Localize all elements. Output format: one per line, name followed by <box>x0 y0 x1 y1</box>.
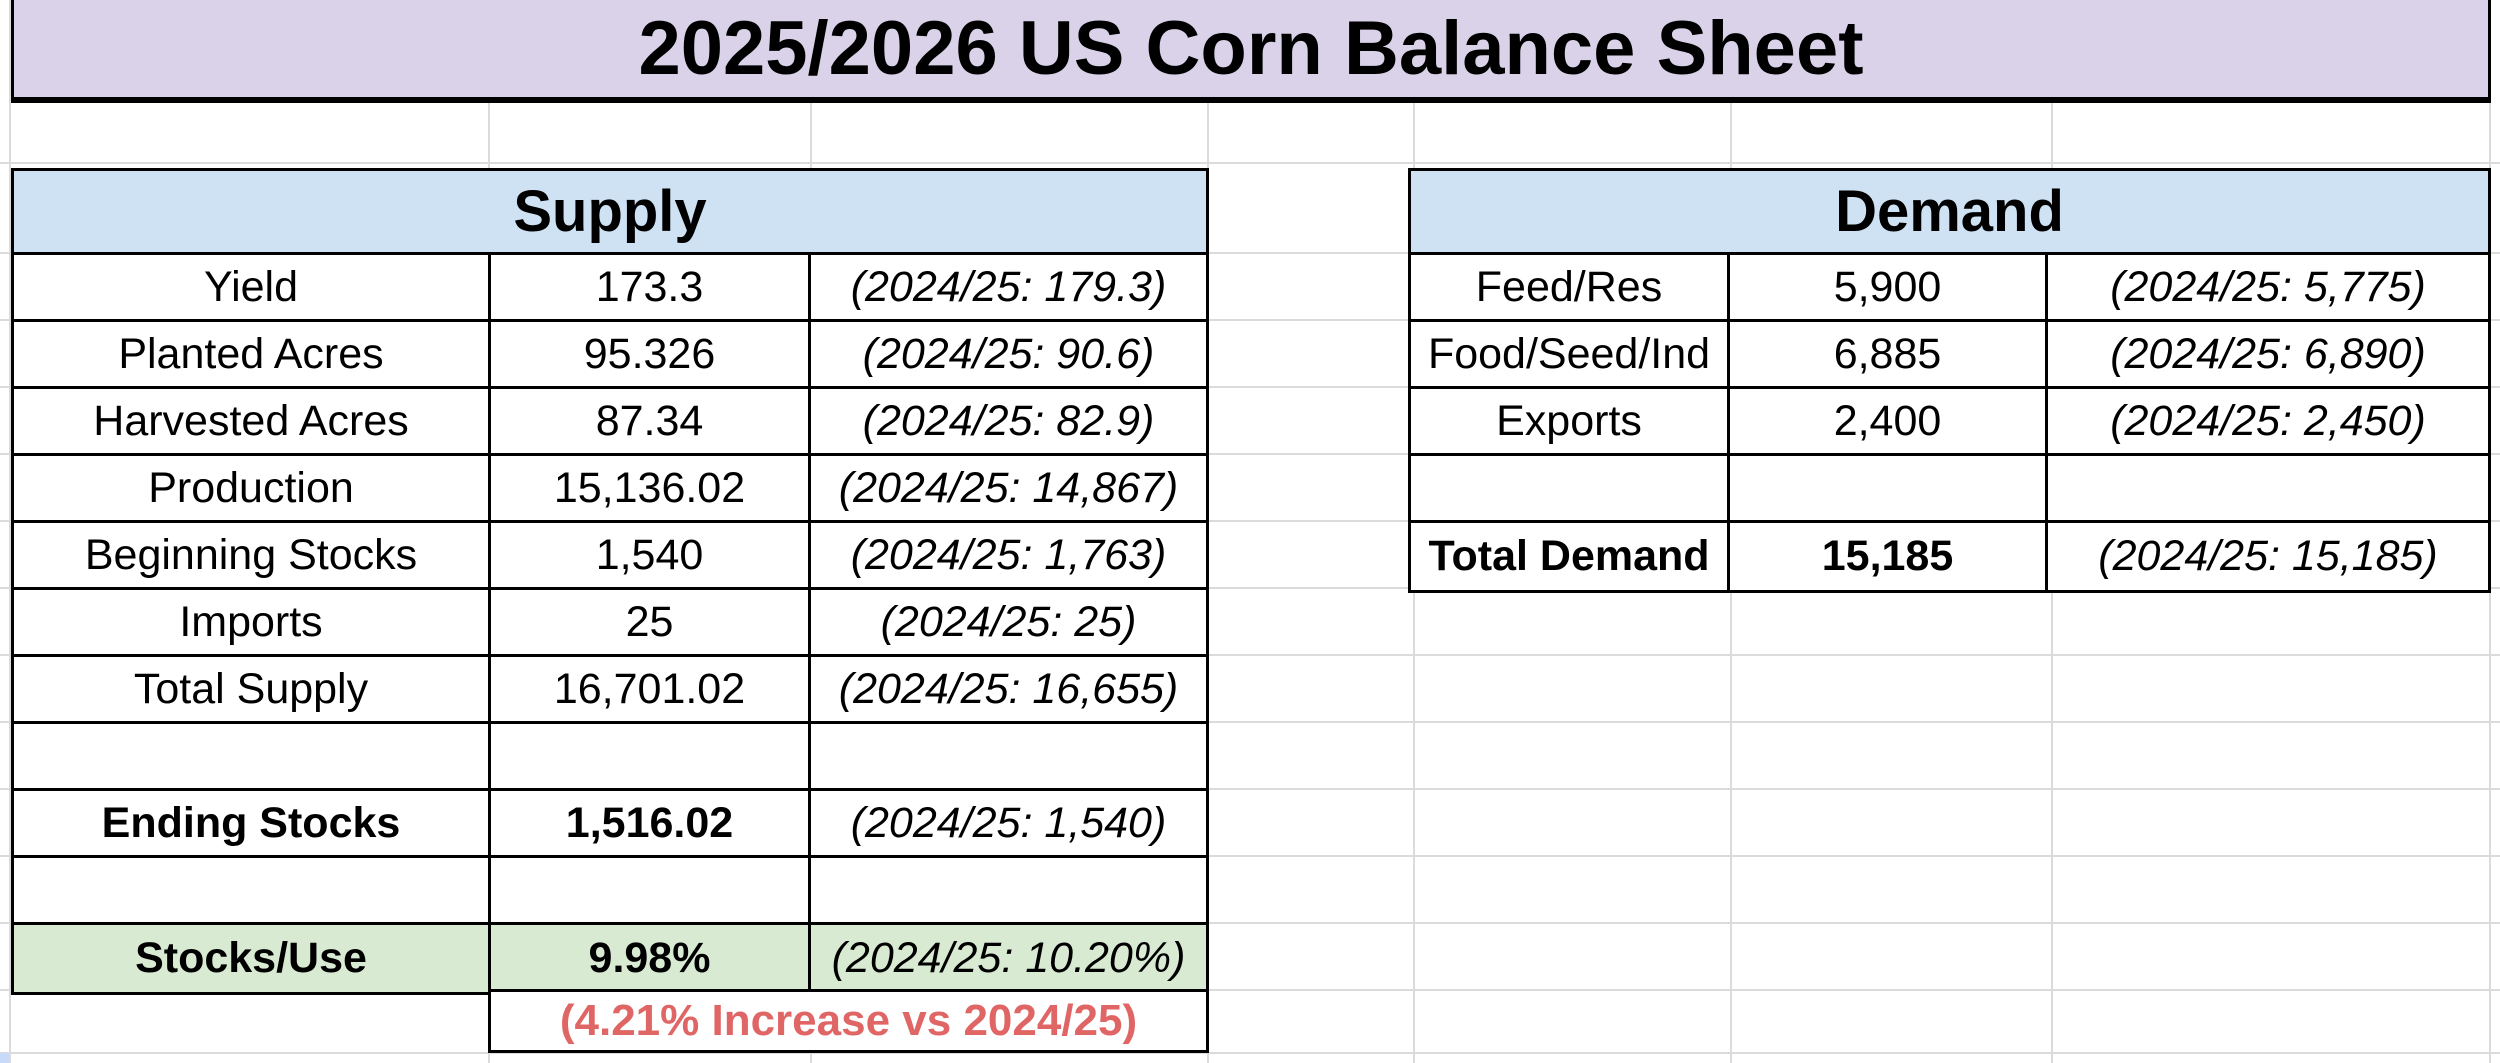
stocks-use-change-note-cell[interactable]: (4.21% Increase vs 2024/25) <box>488 989 1209 1053</box>
demand-total-demand-value-cell[interactable]: 15,185 <box>1730 523 2048 590</box>
gridline-h <box>0 252 2500 254</box>
supply-blank-row-cell[interactable] <box>491 724 811 791</box>
supply-planted-acres-prior-cell[interactable]: (2024/25: 90.6) <box>811 322 1206 389</box>
supply-blank-row-cell[interactable] <box>491 858 811 925</box>
supply-production-value-cell[interactable]: 15,136.02 <box>491 456 811 523</box>
supply-planted-acres-value-cell[interactable]: 95.326 <box>491 322 811 389</box>
gridline-h <box>0 520 2500 522</box>
gridline-h <box>0 162 2500 164</box>
supply-yield-value-cell[interactable]: 173.3 <box>491 255 811 322</box>
supply-header-cell[interactable]: Supply <box>14 171 1206 255</box>
demand-blank-row-cell[interactable] <box>1730 456 2048 523</box>
gridline-h <box>0 587 2500 589</box>
supply-ending-stocks-label-cell[interactable]: Ending Stocks <box>14 791 491 858</box>
gridline-h <box>0 855 2500 857</box>
demand-blank-row-cell[interactable] <box>2048 456 2488 523</box>
supply-production-prior-cell[interactable]: (2024/25: 14,867) <box>811 456 1206 523</box>
stocks-use-change-note: (4.21% Increase vs 2024/25) <box>559 996 1138 1045</box>
demand-blank-row-cell[interactable] <box>1411 456 1730 523</box>
supply-beginning-stocks-label-cell[interactable]: Beginning Stocks <box>14 523 491 590</box>
demand-food-seed-ind-label-cell[interactable]: Food/Seed/Ind <box>1411 322 1730 389</box>
gridline-h <box>0 721 2500 723</box>
supply-total-supply-value-cell[interactable]: 16,701.02 <box>491 657 811 724</box>
supply-beginning-stocks-value-cell[interactable]: 1,540 <box>491 523 811 590</box>
demand-food-seed-ind-value-cell[interactable]: 6,885 <box>1730 322 2048 389</box>
demand-table: Demand Feed/Res 5,900 (2024/25: 5,775) F… <box>1408 168 2491 593</box>
demand-feed-res-value-cell[interactable]: 5,900 <box>1730 255 2048 322</box>
supply-blank-row-cell[interactable] <box>811 858 1206 925</box>
sheet-title: 2025/2026 US Corn Balance Sheet <box>638 6 1864 91</box>
sheet-title-cell[interactable]: 2025/2026 US Corn Balance Sheet <box>11 0 2491 103</box>
demand-food-seed-ind-prior-cell[interactable]: (2024/25: 6,890) <box>2048 322 2488 389</box>
supply-total-supply-label-cell[interactable]: Total Supply <box>14 657 491 724</box>
supply-table: Supply Yield 173.3 (2024/25: 179.3) Plan… <box>11 168 1209 995</box>
supply-stocks-use-value-cell[interactable]: 9.98% <box>491 925 811 992</box>
supply-harvested-acres-label-cell[interactable]: Harvested Acres <box>14 389 491 456</box>
gridline-h <box>0 453 2500 455</box>
supply-stocks-use-label-cell[interactable]: Stocks/Use <box>14 925 491 992</box>
supply-total-supply-prior-cell[interactable]: (2024/25: 16,655) <box>811 657 1206 724</box>
supply-yield-label-cell[interactable]: Yield <box>14 255 491 322</box>
gridline-h <box>0 788 2500 790</box>
demand-exports-prior-cell[interactable]: (2024/25: 2,450) <box>2048 389 2488 456</box>
supply-blank-row-cell[interactable] <box>811 724 1206 791</box>
supply-blank-row-cell[interactable] <box>14 724 491 791</box>
demand-total-demand-prior-cell[interactable]: (2024/25: 15,185) <box>2098 532 2438 580</box>
demand-header-cell[interactable]: Demand <box>1411 171 2488 255</box>
gridline-h <box>0 1052 2500 1054</box>
gridline-h <box>0 989 2500 991</box>
supply-imports-prior-cell[interactable]: (2024/25: 25) <box>811 590 1206 657</box>
gridline-h <box>0 922 2500 924</box>
supply-imports-label-cell[interactable]: Imports <box>14 590 491 657</box>
supply-production-label-cell[interactable]: Production <box>14 456 491 523</box>
supply-beginning-stocks-prior-cell[interactable]: (2024/25: 1,763) <box>811 523 1206 590</box>
corner-partial-cell <box>0 1053 9 1063</box>
gridline-h <box>0 654 2500 656</box>
gridline-v <box>9 0 11 1063</box>
demand-exports-label-cell[interactable]: Exports <box>1411 389 1730 456</box>
gridline-h <box>0 386 2500 388</box>
supply-planted-acres-label-cell[interactable]: Planted Acres <box>14 322 491 389</box>
demand-exports-value-cell[interactable]: 2,400 <box>1730 389 2048 456</box>
supply-ending-stocks-value-cell[interactable]: 1,516.02 <box>491 791 811 858</box>
supply-ending-stocks-prior-cell[interactable]: (2024/25: 1,540) <box>811 791 1206 858</box>
demand-total-demand-label-cell[interactable]: Total Demand <box>1411 523 1730 590</box>
supply-imports-value-cell[interactable]: 25 <box>491 590 811 657</box>
supply-stocks-use-prior-cell[interactable]: (2024/25: 10.20%) <box>811 925 1206 992</box>
supply-harvested-acres-prior-cell[interactable]: (2024/25: 82.9) <box>811 389 1206 456</box>
supply-harvested-acres-value-cell[interactable]: 87.34 <box>491 389 811 456</box>
supply-yield-prior-cell[interactable]: (2024/25: 179.3) <box>811 255 1206 322</box>
gridline-h <box>0 319 2500 321</box>
supply-blank-row-cell[interactable] <box>14 858 491 925</box>
demand-feed-res-prior-cell[interactable]: (2024/25: 5,775) <box>2048 255 2488 322</box>
demand-feed-res-label-cell[interactable]: Feed/Res <box>1411 255 1730 322</box>
